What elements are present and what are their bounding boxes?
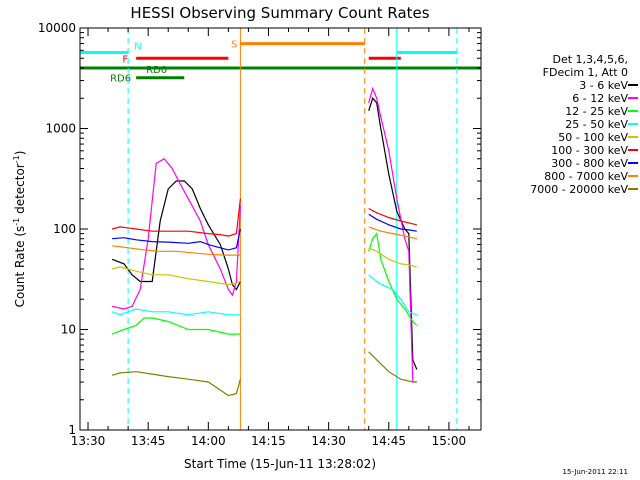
y-tick-label: 1: [68, 423, 76, 437]
legend: Det 1,3,4,5,6, FDecim 1, Att 0 3 - 6 keV…: [530, 53, 638, 196]
axes: 13:30 13:45 14:00 14:15 14:30 14:45 15:00 1 10 10…: [38, 21, 481, 448]
series-line-3-6-kev: [368, 96, 418, 370]
chart-title: HESSI Observing Summary Count Rates: [130, 4, 429, 22]
series-line-3-6-kev: [111, 180, 241, 291]
series-line-12-25-kev: [111, 317, 241, 335]
y-tick-label: 100: [53, 222, 76, 236]
y-tick-label: 10: [61, 323, 76, 337]
legend-label-6-12-kev: 6 - 12 keV: [572, 92, 628, 105]
x-tick-label: 13:45: [131, 434, 166, 448]
x-tick-label: 13:30: [71, 434, 106, 448]
x-tick-label: 14:45: [371, 434, 406, 448]
legend-label-50-100-kev: 50 - 100 keV: [558, 131, 628, 144]
series-line-7000-20000-kev: [368, 351, 417, 383]
series-line-12-25-kev: [368, 232, 418, 326]
series-line-50-100-kev: [368, 247, 417, 268]
series-line-50-100-kev: [111, 266, 241, 286]
legend-header-1: Det 1,3,4,5,6,: [552, 53, 628, 66]
legend-label-7000-20000-kev: 7000 - 20000 keV: [530, 183, 628, 196]
y-tick-label: 1000: [45, 122, 76, 136]
x-tick-label: 15:00: [432, 434, 467, 448]
series-line-800-7000-kev: [112, 245, 241, 256]
y-tick-label: 10000: [38, 21, 76, 35]
series-line-800-7000-kev: [368, 226, 417, 240]
series-line-100-300-kev: [368, 207, 417, 226]
x-tick-label: 14:15: [251, 434, 286, 448]
series-line-300-800-kev: [368, 213, 417, 232]
legend-label-100-300-kev: 100 - 300 keV: [551, 144, 628, 157]
legend-label-25-50-kev: 25 - 50 keV: [565, 118, 628, 131]
series-line-100-300-kev: [111, 198, 241, 237]
series-line-300-800-kev: [112, 228, 241, 251]
legend-header-2: FDecim 1, Att 0: [543, 66, 628, 79]
x-tick-label: 14:00: [191, 434, 226, 448]
legend-label-300-800-kev: 300 - 800 keV: [551, 157, 628, 170]
series-line-7000-20000-kev: [111, 371, 241, 397]
y-axis-label: Count Rate (s-1 detector-1): [12, 151, 27, 308]
legend-label-3-6-kev: 3 - 6 keV: [579, 79, 628, 92]
series-line-6-12-kev: [111, 158, 241, 310]
legend-label-12-25-kev: 12 - 25 keV: [565, 105, 628, 118]
state-label-s: S: [231, 40, 237, 51]
state-bars: NF S RD0 RD6: [80, 40, 481, 85]
timestamp: 15-Jun-2011 22:11: [563, 468, 629, 476]
series-line-25-50-kev: [368, 274, 418, 316]
x-axis-label: Start Time (15-Jun-11 13:28:02): [184, 457, 376, 471]
state-label-rd6: RD6: [110, 74, 131, 85]
state-label-rd0: RD0: [146, 65, 167, 76]
state-label-n: N: [134, 42, 141, 53]
series-lines: [111, 86, 418, 397]
series-line-6-12-kev: [368, 86, 417, 383]
series-line-25-50-kev: [111, 308, 241, 316]
x-tick-label: 14:30: [311, 434, 346, 448]
legend-label-800-7000-kev: 800 - 7000 keV: [544, 170, 628, 183]
state-label-f: F: [122, 54, 128, 65]
